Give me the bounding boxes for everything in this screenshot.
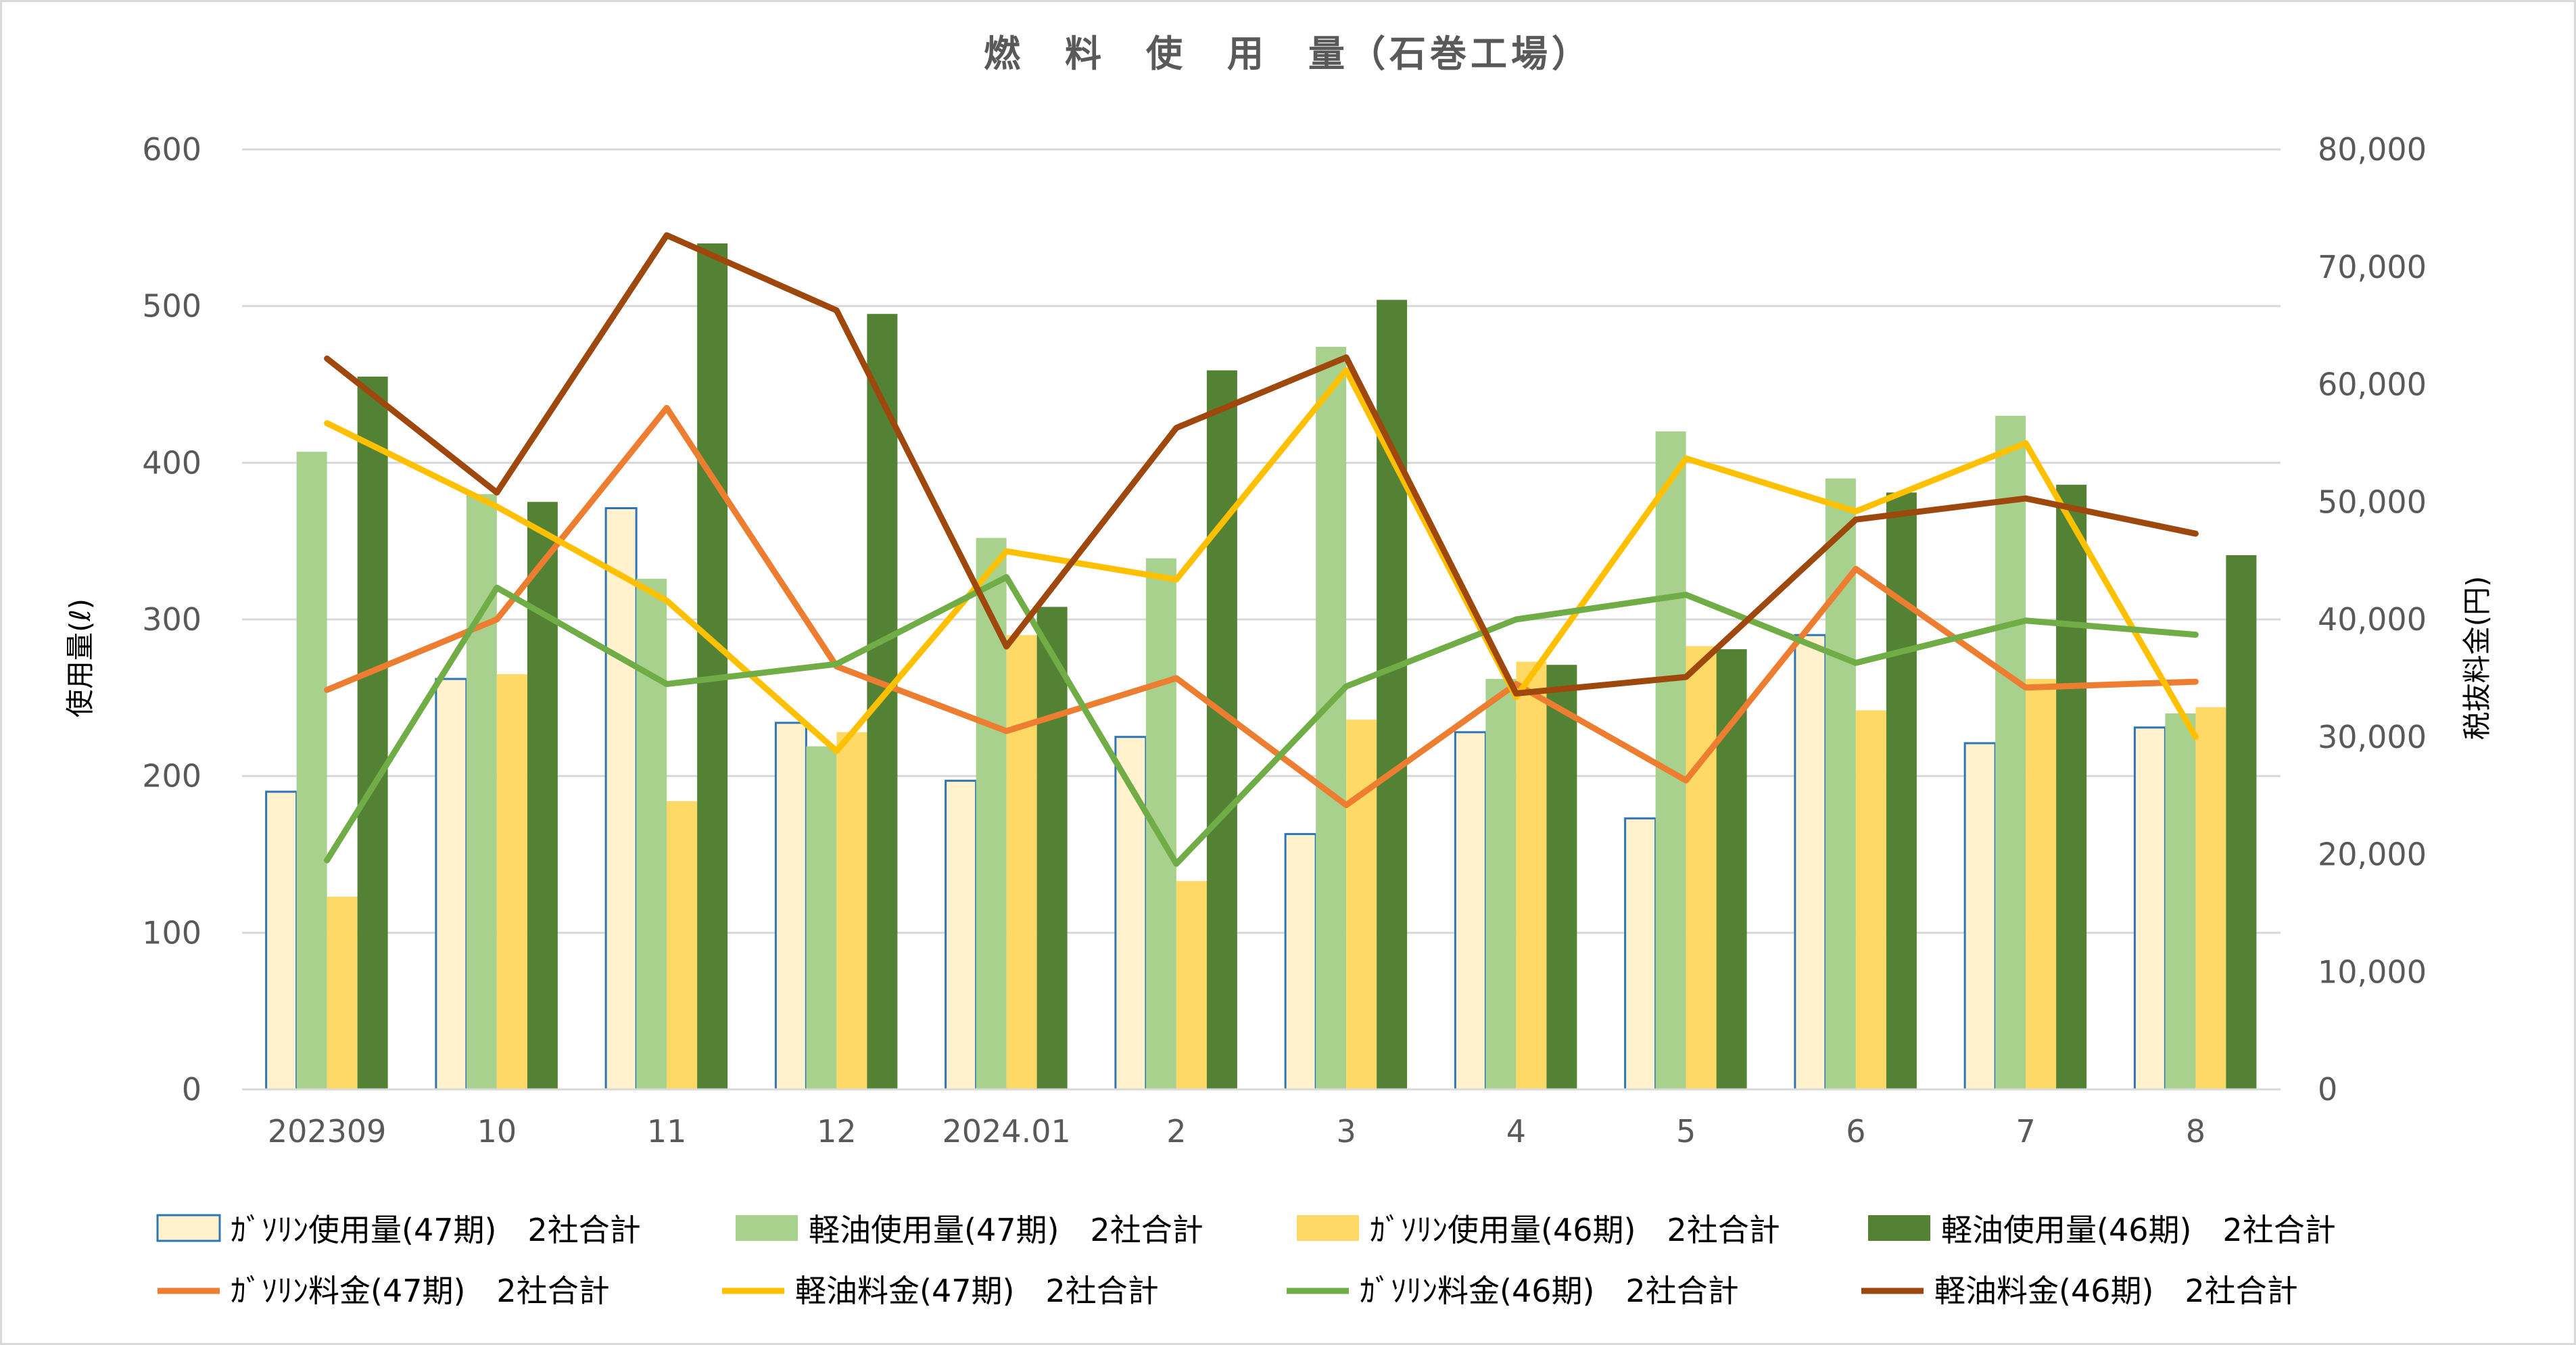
legend-swatch-bar-2	[736, 1215, 798, 1241]
y-left-tick-label: 400	[142, 444, 201, 481]
y-axis-right-title: 税抜料金(円)	[2460, 576, 2494, 740]
bar-series-4	[1716, 649, 1747, 1089]
bar-series-3	[1006, 635, 1037, 1089]
legend: ｶﾞｿﾘﾝ使用量(47期) 2社合計 軽油使用量(47期) 2社合計 ｶﾞｿﾘﾝ使用…	[156, 1212, 2336, 1309]
bar-series-4	[1036, 607, 1068, 1089]
y-left-tick-label: 300	[142, 601, 201, 638]
bar-series-1	[1454, 731, 1487, 1091]
legend-label: ｶﾞｿﾘﾝ料金(47期) 2社合計	[231, 1273, 610, 1309]
chart-title: 燃 料 使 用 量（石巻工場）	[984, 32, 1592, 75]
bar-series-1	[774, 722, 807, 1091]
y-right-tick-label: 50,000	[2318, 483, 2427, 520]
bar-series-4	[1206, 370, 1237, 1089]
bar-series-4	[1886, 492, 1917, 1089]
bar-series-2	[636, 578, 667, 1089]
bar-series-2	[1485, 679, 1517, 1089]
bar-series-1	[1284, 832, 1317, 1091]
bar-series-3	[1176, 880, 1207, 1089]
x-tick-label: 3	[1336, 1113, 1356, 1150]
legend-label: ｶﾞｿﾘﾝ使用量(47期) 2社合計	[231, 1212, 641, 1248]
bar-series-1	[604, 507, 638, 1091]
bar-series-1	[435, 678, 468, 1091]
bar-series-2	[296, 452, 327, 1089]
y-left-tick-label: 100	[142, 914, 201, 951]
bar-series-1	[1624, 817, 1657, 1091]
axes: 0 100 200 300 400 500 600 0 10,000 20,000 30,000 40…	[142, 131, 2427, 1150]
y-right-tick-label: 20,000	[2318, 836, 2427, 873]
bar-series-4	[527, 502, 558, 1089]
bar-series-4	[2056, 484, 2087, 1089]
y-axis-left-title: 使用量(ℓ)	[64, 598, 97, 717]
x-tick-label: 8	[2186, 1113, 2205, 1150]
bar-series-2	[466, 494, 497, 1089]
bar-series-3	[2195, 707, 2226, 1089]
x-tick-label: 2	[1166, 1113, 1186, 1150]
x-tick-label: 2024.01	[943, 1113, 1071, 1150]
x-tick-label: 5	[1676, 1113, 1696, 1150]
y-right-tick-label: 70,000	[2318, 249, 2427, 285]
bar-series-2	[1825, 478, 1856, 1089]
bar-series-3	[1346, 719, 1377, 1089]
y-right-tick-label: 80,000	[2318, 131, 2427, 168]
bar-series-3	[327, 897, 358, 1089]
bar-series-3	[496, 674, 527, 1089]
bar-series-3	[836, 732, 867, 1089]
x-tick-label: 10	[477, 1113, 517, 1150]
line-series-2	[324, 367, 2199, 755]
x-tick-label: 11	[647, 1113, 687, 1150]
x-tick-label: 202309	[268, 1113, 387, 1150]
y-right-tick-label: 10,000	[2318, 953, 2427, 990]
bar-series-4	[2226, 555, 2257, 1089]
bar-series-group	[265, 243, 2257, 1091]
y-left-tick-label: 0	[182, 1071, 201, 1108]
x-tick-label: 12	[817, 1113, 857, 1150]
bar-series-4	[697, 243, 728, 1089]
y-right-tick-label: 0	[2318, 1071, 2337, 1108]
bar-series-1	[1794, 634, 1827, 1091]
x-tick-label: 7	[2016, 1113, 2035, 1150]
line-series-1	[324, 404, 2199, 809]
legend-label: 軽油料金(46期) 2社合計	[1934, 1273, 2298, 1309]
legend-swatch-bar-4	[1868, 1215, 1930, 1241]
bar-series-1	[2133, 726, 2166, 1091]
y-right-tick-label: 60,000	[2318, 367, 2427, 403]
bar-series-1	[1963, 742, 1997, 1091]
bar-series-2	[1316, 346, 1347, 1089]
legend-swatch-bar-3	[1297, 1215, 1359, 1241]
bar-series-4	[1377, 300, 1408, 1089]
bar-series-3	[667, 801, 698, 1089]
y-right-tick-label: 30,000	[2318, 719, 2427, 755]
bar-series-3	[2026, 679, 2057, 1089]
legend-label: 軽油使用量(47期) 2社合計	[809, 1212, 1203, 1248]
legend-label: ｶﾞｿﾘﾝ料金(46期) 2社合計	[1360, 1273, 1739, 1309]
y-left-tick-label: 600	[142, 131, 201, 168]
bar-series-2	[2165, 713, 2196, 1089]
bar-series-3	[1516, 661, 1547, 1089]
legend-swatch-bar-1	[156, 1214, 221, 1242]
bar-series-2	[1655, 431, 1686, 1089]
bar-series-2	[1995, 415, 2026, 1089]
bar-series-4	[1546, 665, 1577, 1089]
y-left-tick-label: 200	[142, 758, 201, 795]
bar-series-3	[1686, 646, 1717, 1089]
legend-label: 軽油料金(47期) 2社合計	[795, 1273, 1159, 1309]
y-right-tick-label: 40,000	[2318, 601, 2427, 638]
bar-series-4	[357, 376, 388, 1089]
legend-label: ｶﾞｿﾘﾝ使用量(46期) 2社合計	[1370, 1212, 1780, 1248]
legend-label: 軽油使用量(46期) 2社合計	[1941, 1212, 2336, 1248]
x-tick-label: 6	[1846, 1113, 1865, 1150]
bar-series-1	[945, 780, 978, 1091]
bar-series-3	[1855, 710, 1886, 1089]
bar-series-1	[265, 791, 298, 1091]
bar-series-2	[806, 746, 837, 1089]
line-series-group	[324, 232, 2199, 867]
x-tick-label: 4	[1506, 1113, 1526, 1150]
y-left-tick-label: 500	[142, 288, 201, 325]
line-series-4	[324, 232, 2199, 697]
line-series-3	[324, 573, 2199, 867]
